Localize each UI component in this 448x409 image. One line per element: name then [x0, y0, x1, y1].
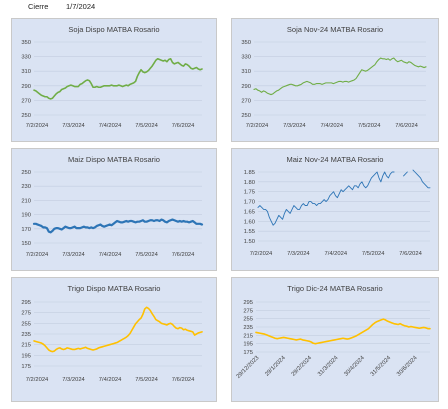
y-tick-label: 250 — [241, 113, 251, 119]
chart-title: Trigo Dic-24 MATBA Rosario — [287, 284, 382, 293]
y-tick-label: 170 — [21, 227, 31, 233]
chart-title: Soja Dispo MATBA Rosario — [68, 25, 159, 34]
x-tick-label: 7/3/2024 — [287, 251, 310, 257]
x-tick-label: 29/2/2024 — [291, 355, 314, 378]
y-tick-label: 1.80 — [244, 180, 255, 186]
y-tick-label: 230 — [21, 184, 31, 190]
series-line — [33, 306, 203, 353]
x-tick-label: 7/5/2024 — [362, 251, 385, 257]
x-tick-label: 7/2/2024 — [26, 377, 49, 383]
y-tick-label: 1.75 — [244, 190, 255, 196]
x-tick-label: 7/4/2024 — [324, 251, 347, 257]
x-tick-label: 30/4/2024 — [343, 355, 366, 378]
report-header: Cierre 1/7/2024 — [0, 0, 448, 14]
series-line — [257, 169, 431, 226]
y-tick-label: 290 — [241, 84, 251, 90]
chart-panel-trigo-dic24: Trigo Dic-24 MATBA Rosario 175 195 215 235 25… — [231, 277, 439, 402]
x-tick-label: 7/5/2024 — [135, 377, 158, 383]
y-tick-label: 310 — [21, 69, 31, 75]
chart-title: Trigo Dispo MATBA Rosario — [68, 284, 161, 293]
y-tick-label: 1.65 — [244, 209, 255, 215]
y-tick-label: 1.60 — [244, 219, 255, 225]
y-tick-label: 310 — [241, 69, 251, 75]
y-tick-label: 235 — [21, 332, 31, 338]
chart-panel-maiz-nov24: Maiz Nov-24 MATBA Rosario 1.50 1.55 1.60 1.6… — [231, 148, 439, 271]
x-tick-label: 7/5/2024 — [135, 123, 158, 129]
y-tick-label: 255 — [243, 317, 253, 323]
chart-title: Soja Nov-24 MATBA Rosario — [287, 25, 383, 34]
y-tick-label: 330 — [241, 55, 251, 61]
series-line — [255, 318, 431, 345]
y-tick-label: 350 — [241, 40, 251, 46]
y-tick-label: 1.85 — [244, 170, 255, 176]
y-tick-label: 255 — [21, 321, 31, 327]
y-tick-label: 275 — [21, 311, 31, 317]
y-tick-label: 250 — [21, 113, 31, 119]
x-tick-label: 7/3/2024 — [62, 123, 85, 129]
header-label: Cierre — [28, 2, 49, 11]
x-tick-label: 7/2/2024 — [26, 123, 49, 129]
x-tick-label: 7/2/2024 — [250, 251, 273, 257]
x-tick-label: 7/6/2024 — [172, 252, 195, 258]
y-tick-label: 175 — [21, 364, 31, 370]
x-tick-label: 7/2/2024 — [246, 123, 269, 129]
x-tick-label: 30/6/2024 — [396, 355, 419, 378]
x-tick-label: 31/3/2024 — [317, 355, 340, 378]
x-tick-label: 7/3/2024 — [62, 377, 85, 383]
y-tick-label: 270 — [21, 98, 31, 104]
y-tick-label: 290 — [21, 84, 31, 90]
y-tick-label: 150 — [21, 241, 31, 247]
header-date: 1/7/2024 — [66, 2, 96, 11]
y-tick-label: 1.70 — [244, 200, 255, 206]
chart-soja-nov24: Soja Nov-24 MATBA Rosario 250 270 290 310 330… — [241, 25, 427, 129]
x-tick-label: 29/1/2024 — [264, 355, 287, 378]
y-tick-label: 215 — [243, 333, 253, 339]
y-tick-label: 350 — [21, 40, 31, 46]
x-tick-label: 7/6/2024 — [172, 123, 195, 129]
x-tick-label: 7/5/2024 — [135, 252, 158, 258]
series-line — [253, 57, 427, 96]
y-tick-label: 175 — [243, 350, 253, 356]
x-tick-label: 31/5/2024 — [370, 355, 393, 378]
x-tick-label: 7/4/2024 — [99, 377, 122, 383]
chart-maiz-dispo: Maiz Dispo MATBA Rosario 150 170 190 210 230 2… — [21, 155, 204, 258]
y-tick-label: 250 — [21, 170, 31, 176]
y-tick-label: 295 — [243, 300, 253, 306]
x-tick-label: 7/6/2024 — [399, 251, 422, 257]
x-tick-label: 7/3/2024 — [283, 123, 306, 129]
chart-panel-soja-dispo: Soja Dispo MATBA Rosario 250 270 290 310 330 3… — [11, 18, 217, 142]
y-tick-label: 195 — [243, 342, 253, 348]
y-tick-label: 295 — [21, 300, 31, 306]
y-tick-label: 235 — [243, 325, 253, 331]
y-tick-label: 195 — [21, 353, 31, 359]
chart-panel-trigo-dispo: Trigo Dispo MATBA Rosario 175 195 215 235 255… — [11, 277, 217, 402]
y-tick-label: 275 — [243, 308, 253, 314]
chart-soja-dispo: Soja Dispo MATBA Rosario 250 270 290 310 330 3… — [21, 25, 203, 129]
y-tick-label: 1.55 — [244, 229, 255, 235]
chart-panel-maiz-dispo: Maiz Dispo MATBA Rosario 150 170 190 210 230 2… — [11, 148, 217, 271]
x-tick-label: 7/6/2024 — [172, 377, 195, 383]
x-tick-label: 7/4/2024 — [99, 123, 122, 129]
chart-panel-soja-nov24: Soja Nov-24 MATBA Rosario 250 270 290 310 330… — [231, 18, 439, 142]
x-tick-label: 7/4/2024 — [320, 123, 343, 129]
y-tick-label: 1.50 — [244, 239, 255, 245]
series-line — [33, 57, 203, 100]
chart-trigo-dispo: Trigo Dispo MATBA Rosario 175 195 215 235 255… — [21, 284, 203, 383]
y-tick-label: 210 — [21, 198, 31, 204]
chart-trigo-dic24: Trigo Dic-24 MATBA Rosario 175 195 215 235 25… — [236, 284, 431, 380]
y-tick-label: 190 — [21, 213, 31, 219]
y-tick-label: 270 — [241, 98, 251, 104]
x-tick-label: 29/12/2023 — [236, 355, 261, 380]
y-tick-label: 330 — [21, 55, 31, 61]
x-tick-label: 7/3/2024 — [62, 252, 85, 258]
y-tick-label: 215 — [21, 343, 31, 349]
chart-title: Maiz Nov-24 MATBA Rosario — [287, 155, 384, 164]
x-tick-label: 7/2/2024 — [26, 252, 49, 258]
chart-title: Maiz Dispo MATBA Rosario — [68, 155, 160, 164]
x-tick-label: 7/6/2024 — [395, 123, 418, 129]
x-tick-label: 7/4/2024 — [99, 252, 122, 258]
x-tick-label: 7/5/2024 — [358, 123, 381, 129]
chart-maiz-nov24: Maiz Nov-24 MATBA Rosario 1.50 1.55 1.60 1.6… — [244, 155, 431, 257]
series-line — [32, 218, 204, 234]
